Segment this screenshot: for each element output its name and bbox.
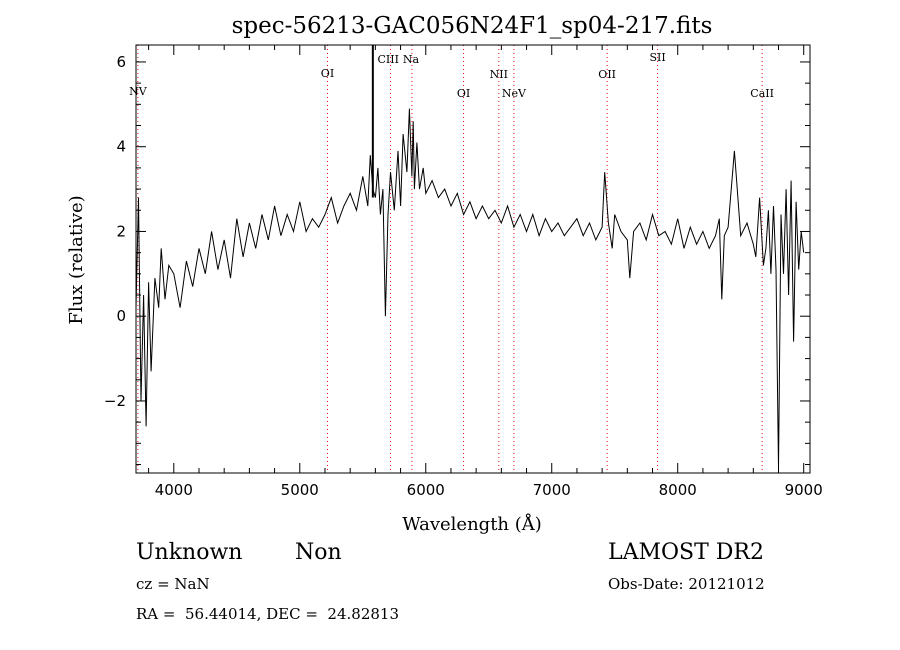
marker-label-2: CIII: [377, 53, 398, 66]
x-tick-label-4: 8000: [659, 481, 697, 499]
marker-label-5: NII: [490, 68, 508, 81]
chart-title: spec-56213-GAC056N24F1_sp04-217.fits: [232, 13, 713, 39]
marker-label-7: OII: [598, 68, 616, 81]
x-tick-label-2: 6000: [407, 481, 445, 499]
y-tick-label-1: 0: [116, 307, 126, 325]
marker-label-6: NeV: [502, 87, 527, 100]
y-axis-label: Flux (relative): [66, 195, 87, 324]
emission-line-markers: [137, 45, 763, 473]
y-axis: −2 0 2 4 6: [104, 53, 810, 466]
spectrum-series-line: [135, 108, 805, 469]
x-tick-label-1: 5000: [281, 481, 319, 499]
marker-label-8: SII: [649, 51, 665, 64]
obs-date: Obs-Date: 20121012: [608, 575, 765, 593]
x-axis-label: Wavelength (Å): [402, 513, 542, 535]
x-tick-label-0: 4000: [155, 481, 193, 499]
x-tick-label-3: 7000: [533, 481, 571, 499]
marker-label-4: OI: [457, 87, 470, 100]
coordinates: RA = 56.44014, DEC = 24.82813: [136, 605, 400, 623]
plot-frame: [135, 44, 811, 474]
marker-label-3: Na: [403, 53, 420, 66]
x-axis: 4000 5000 6000 7000 8000 9000: [148, 45, 823, 499]
subclass-label: Non: [295, 540, 342, 565]
marker-label-9: CaII: [750, 87, 774, 100]
y-tick-label-0: −2: [104, 392, 126, 410]
marker-label-0: NV: [129, 85, 148, 98]
marker-label-1: OI: [321, 67, 334, 80]
y-tick-label-2: 2: [116, 222, 126, 240]
class-label: Unknown: [136, 540, 243, 565]
y-tick-label-4: 6: [116, 53, 126, 71]
x-tick-label-5: 9000: [785, 481, 823, 499]
survey-label: LAMOST DR2: [608, 540, 764, 565]
y-tick-label-3: 4: [116, 138, 126, 156]
cz-value: cz = NaN: [136, 575, 210, 593]
emission-line-labels: NV OI CIII Na OI NII NeV OII SII CaII: [129, 51, 774, 100]
